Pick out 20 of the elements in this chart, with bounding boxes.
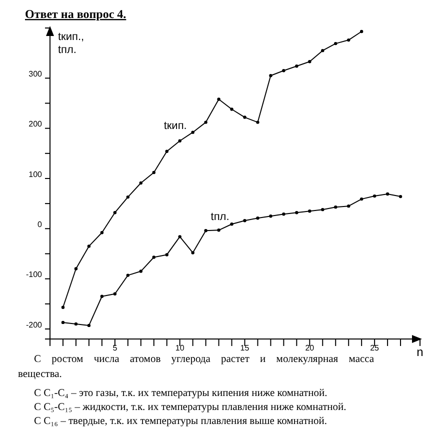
y-axis-title: tкип., tпл.: [58, 31, 84, 56]
y-tick-label: 0: [38, 220, 43, 230]
chart-title: Ответ на вопрос 4.: [25, 7, 126, 21]
y-tick-label: 200: [28, 120, 43, 129]
series-label: tкип.: [164, 120, 187, 132]
text: С C₁₆ – твердые, т.к. их температуры плавления выше комнатной.: [34, 416, 328, 427]
y-tick-label: 100: [28, 170, 43, 179]
y-tick-label: -100: [26, 270, 43, 280]
text: С C₁-C₄ – это газы, т.к. их температуры кипения ниже комнатной.: [34, 388, 328, 399]
x-tick-label: 25: [370, 344, 380, 353]
series-label: tпл.: [210, 211, 230, 224]
x-tick-label: 5: [112, 344, 118, 353]
x-tick-label: 20: [305, 344, 315, 353]
x-tick-label: 15: [240, 344, 250, 353]
y-tick-label: -200: [26, 320, 43, 330]
x-axis-title: n: [416, 345, 424, 359]
y-tick-label: 300: [28, 70, 43, 79]
x-tick-label: 10: [175, 344, 185, 353]
text: С ростом числа атомов углерода растет и молекулярная масса вещества.: [18, 354, 374, 380]
text: С C₅-C₁₅ – жидкости, т.к. их температуры плавления ниже комнатной.: [34, 402, 346, 413]
